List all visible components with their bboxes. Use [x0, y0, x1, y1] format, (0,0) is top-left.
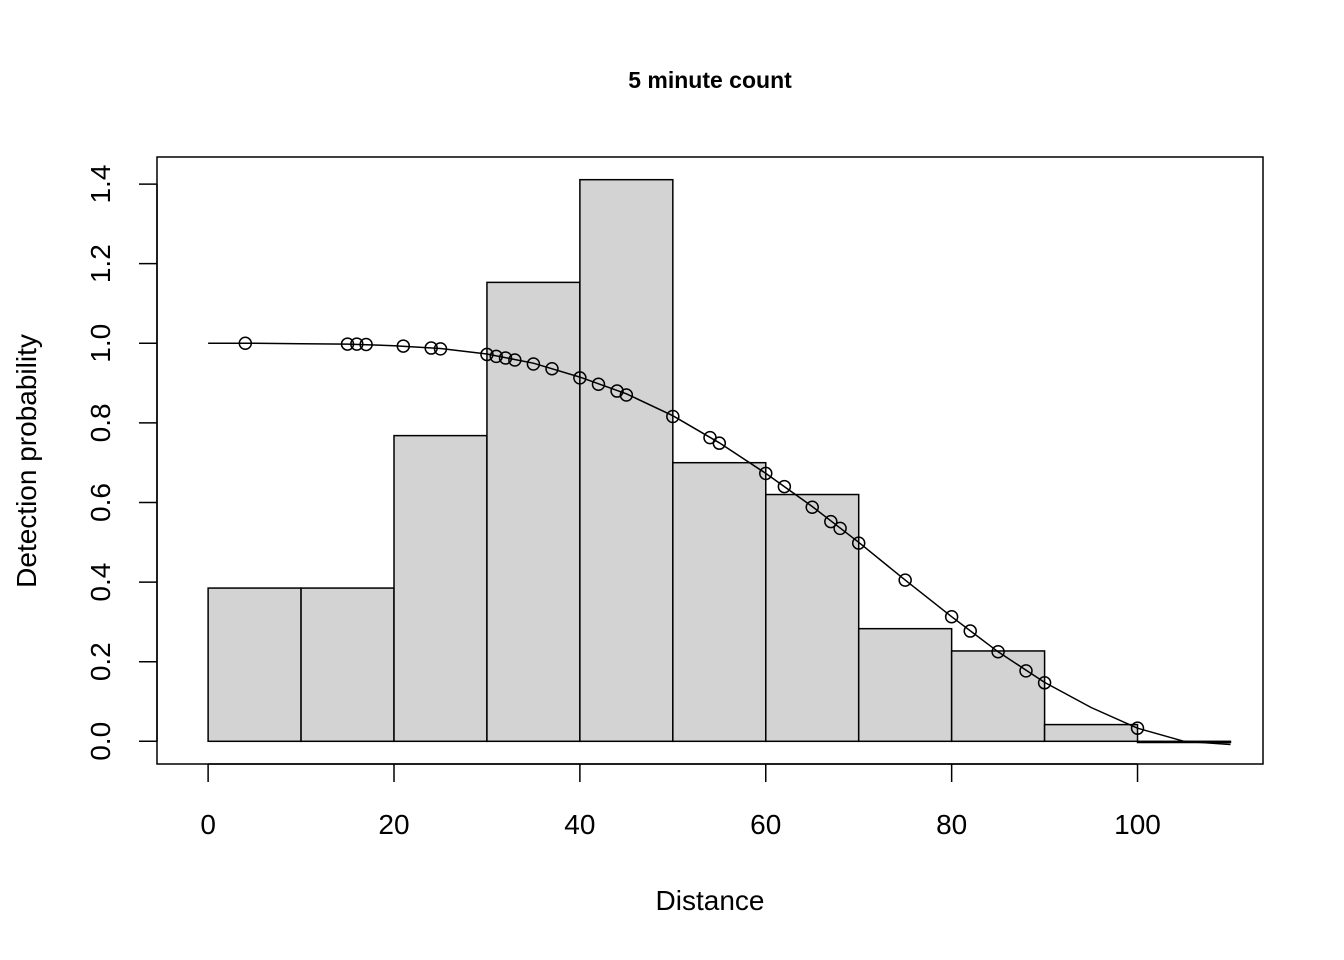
data-point	[833, 521, 847, 536]
histogram-bar	[393, 434, 488, 743]
data-point	[424, 341, 438, 355]
x-tick-label: 0	[200, 809, 216, 840]
x-tick-label: 40	[564, 809, 595, 840]
data-point	[610, 384, 624, 398]
histogram-bar	[857, 627, 953, 743]
y-tick-label: 0.0	[85, 722, 116, 761]
data-point	[666, 409, 680, 424]
y-tick-label: 0.4	[85, 563, 116, 602]
data-point	[777, 479, 792, 494]
y-axis-label: Detection probability	[11, 334, 42, 588]
y-tick-label: 1.2	[85, 244, 116, 283]
data-point	[396, 339, 411, 353]
y-tick-label: 1.4	[85, 165, 116, 204]
data-point	[1019, 664, 1033, 678]
x-tick-label: 20	[378, 809, 409, 840]
data-point	[759, 466, 773, 481]
y-tick-label: 1.0	[85, 324, 116, 363]
data-point	[359, 337, 373, 352]
data-point	[526, 357, 541, 371]
histogram-bar	[765, 493, 860, 743]
fitted-curve	[208, 342, 1231, 746]
x-tick-label: 100	[1114, 809, 1161, 840]
histogram-bar	[579, 178, 674, 743]
data-points-layer	[238, 336, 1145, 735]
data-point	[340, 337, 355, 351]
data-point	[619, 388, 634, 402]
data-point	[545, 362, 559, 376]
chart-title: 5 minute count	[628, 67, 792, 93]
data-point	[591, 377, 606, 392]
data-point	[944, 609, 959, 624]
x-tick-label: 60	[750, 809, 781, 840]
data-point	[805, 500, 819, 515]
histogram-bar	[672, 461, 767, 743]
histogram-bar	[950, 650, 1046, 743]
data-point	[508, 353, 522, 367]
data-point	[480, 347, 494, 362]
data-point	[1130, 721, 1145, 735]
y-tick-label: 0.6	[85, 483, 116, 522]
data-point	[712, 436, 727, 450]
histogram-bars	[207, 178, 1232, 744]
y-axis: 0.0 0.2 0.4 0.6 0.8 1.0 1.2 1.4	[85, 165, 158, 761]
x-tick-label: 80	[936, 809, 967, 840]
data-point	[1037, 676, 1052, 690]
data-point	[498, 351, 513, 365]
data-point	[824, 514, 838, 529]
data-point	[898, 573, 912, 587]
data-point	[238, 336, 253, 351]
data-point	[350, 337, 364, 351]
data-point	[963, 624, 977, 638]
y-tick-label: 0.8	[85, 403, 116, 442]
histogram-bar	[1043, 723, 1139, 743]
y-tick-label: 0.2	[85, 642, 116, 681]
histogram-bar	[486, 281, 581, 743]
data-point	[991, 645, 1005, 659]
fitted-curve-layer	[208, 342, 1231, 746]
data-point	[851, 536, 866, 550]
data-point	[433, 342, 448, 356]
data-point	[573, 371, 587, 385]
histogram-bar	[300, 587, 395, 743]
x-axis: 0 20 40 60 80 100	[200, 763, 1161, 840]
histogram-bar	[207, 587, 302, 743]
x-axis-label: Distance	[656, 885, 765, 916]
data-point	[489, 349, 503, 364]
